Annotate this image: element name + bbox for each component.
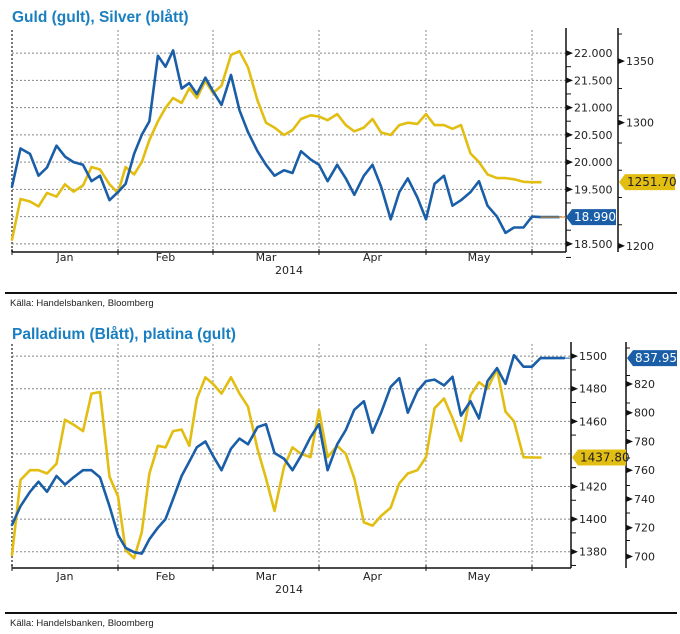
inner-y-tick-arrow: [571, 385, 578, 392]
x-tick-label-jan: Jan: [56, 570, 74, 583]
x-tick-label-may: May: [468, 251, 491, 264]
x-tick-label-feb: Feb: [156, 570, 175, 583]
inner-y-tick-label: 19.500: [574, 183, 613, 196]
inner-y-tick-label: 22.000: [574, 47, 613, 60]
outer-y-tick-label: 1350: [626, 55, 654, 68]
series-line-platinum: [10, 367, 542, 560]
inner-y-tick-label: 21.000: [574, 102, 613, 115]
chart-title-palladium-platinum: Palladium (Blått), platina (gult): [12, 326, 236, 343]
inner-y-tick-arrow: [566, 104, 573, 111]
x-tick-label-mar: Mar: [256, 251, 277, 264]
source-note: Källa: Handelsbanken, Bloomberg: [10, 618, 154, 629]
inner-y-tick-label: 21.500: [574, 74, 613, 87]
x-axis-year-label: 2014: [275, 264, 303, 277]
outer-y-tick-arrow: [626, 467, 633, 474]
inner-y-tick-arrow: [566, 186, 573, 193]
palladium-last-value-label-bg: [627, 350, 677, 367]
x-tick-label-may: May: [468, 570, 491, 583]
outer-y-tick-label: 1200: [626, 240, 654, 253]
x-tick-label-feb: Feb: [156, 251, 175, 264]
outer-y-tick-label: 800: [634, 407, 655, 420]
x-tick-label-apr: Apr: [363, 570, 383, 583]
silver-last-value-label-bg: [566, 209, 616, 226]
platinum-last-value-label: 1437.80: [580, 451, 630, 465]
inner-y-tick-arrow: [571, 516, 578, 523]
inner-y-tick-label: 1400: [579, 513, 607, 526]
x-tick-label-jan: Jan: [56, 251, 74, 264]
x-tick-label-apr: Apr: [363, 251, 383, 264]
outer-y-tick-label: 720: [634, 522, 655, 535]
x-axis-year-label: 2014: [275, 583, 303, 596]
inner-y-tick-arrow: [566, 77, 573, 84]
outer-y-tick-arrow: [626, 380, 633, 387]
outer-y-tick-arrow: [626, 409, 633, 416]
outer-y-tick-label: 700: [634, 550, 655, 563]
palladium-last-value-label: 837.95: [635, 351, 677, 365]
source-note: Källa: Handelsbanken, Bloomberg: [10, 298, 154, 309]
outer-y-tick-arrow: [626, 438, 633, 445]
gold-last-value-label: 1251.70: [627, 175, 677, 189]
inner-y-tick-label: 18.500: [574, 238, 613, 251]
x-tick-label-mar: Mar: [256, 570, 277, 583]
chart-title-gold-silver: Guld (gult), Silver (blått): [12, 9, 189, 26]
inner-y-tick-arrow: [571, 353, 578, 360]
inner-y-tick-arrow: [571, 483, 578, 490]
outer-y-tick-label: 740: [634, 493, 655, 506]
outer-y-tick-arrow: [626, 495, 633, 502]
inner-y-tick-arrow: [571, 418, 578, 425]
inner-y-tick-label: 20.000: [574, 156, 613, 169]
inner-y-tick-label: 20.500: [574, 129, 613, 142]
inner-y-tick-arrow: [566, 159, 573, 166]
series-line-gold: [10, 49, 542, 241]
inner-y-tick-label: 1380: [579, 546, 607, 559]
inner-y-tick-label: 1460: [579, 415, 607, 428]
outer-y-tick-arrow: [626, 524, 633, 531]
inner-y-tick-arrow: [571, 548, 578, 555]
outer-y-tick-label: 820: [634, 378, 655, 391]
divider-rule: [5, 612, 677, 614]
inner-y-tick-label: 1500: [579, 350, 607, 363]
outer-y-tick-arrow: [618, 242, 625, 249]
series-line-palladium: [10, 353, 566, 555]
inner-y-tick-arrow: [566, 50, 573, 57]
inner-y-tick-arrow: [566, 131, 573, 138]
inner-y-tick-arrow: [566, 240, 573, 247]
outer-y-tick-label: 780: [634, 435, 655, 448]
platinum-last-value-label-bg: [572, 449, 626, 466]
outer-y-tick-label: 760: [634, 464, 655, 477]
divider-rule: [5, 292, 677, 294]
silver-last-value-label: 18.990: [574, 210, 616, 224]
outer-y-tick-arrow: [626, 553, 633, 560]
gold-silver-chart: Jan Feb Mar Apr May 2014 22.000 21.500 21.000 20.…: [10, 28, 677, 277]
series-line-silver: [10, 49, 560, 235]
outer-y-tick-label: 1300: [626, 117, 654, 130]
inner-y-tick-label: 1480: [579, 383, 607, 396]
inner-y-tick-label: 1420: [579, 481, 607, 494]
outer-y-tick-arrow: [618, 119, 625, 126]
gold-last-value-label-bg: [619, 174, 675, 191]
